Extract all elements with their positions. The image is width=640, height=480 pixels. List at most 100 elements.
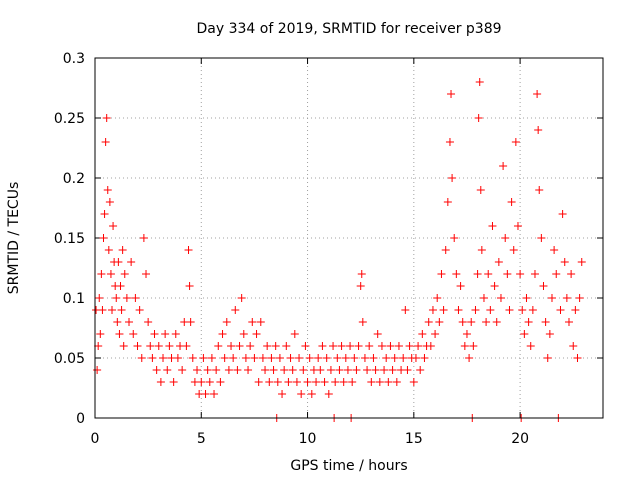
data-point: [258, 354, 267, 362]
data-point: [185, 282, 194, 290]
x-tick-label: 5: [197, 431, 206, 447]
data-point: [169, 378, 178, 386]
x-tick-label: 10: [299, 431, 317, 447]
data-point: [233, 366, 242, 374]
data-point: [448, 174, 457, 182]
data-point: [254, 378, 263, 386]
data-point: [269, 366, 278, 374]
data-point: [314, 354, 323, 362]
data-point: [146, 342, 155, 350]
data-point: [526, 342, 535, 350]
data-point: [94, 342, 103, 350]
data-point: [263, 342, 272, 350]
data-point: [363, 366, 372, 374]
data-point: [428, 306, 437, 314]
data-point: [152, 366, 161, 374]
data-point: [197, 378, 206, 386]
data-point: [103, 186, 112, 194]
data-point: [365, 342, 374, 350]
data-point: [550, 246, 559, 254]
x-tick-label: 0: [91, 431, 100, 447]
data-point: [469, 342, 478, 350]
data-point: [482, 318, 491, 326]
data-point: [524, 318, 533, 326]
data-point: [331, 378, 340, 386]
data-point: [420, 354, 429, 362]
data-point: [150, 330, 159, 338]
data-point: [522, 294, 531, 302]
data-point: [286, 354, 295, 362]
data-point: [411, 354, 420, 362]
data-point: [560, 258, 569, 266]
data-point: [120, 270, 129, 278]
data-point: [564, 318, 573, 326]
data-point: [329, 342, 338, 350]
data-point: [339, 378, 348, 386]
data-point: [229, 354, 238, 362]
data-point: [133, 342, 142, 350]
data-point: [575, 294, 584, 302]
data-point: [316, 366, 325, 374]
data-point: [501, 234, 510, 242]
data-point: [569, 342, 578, 350]
data-point: [535, 186, 544, 194]
data-point: [409, 378, 418, 386]
data-point: [292, 378, 301, 386]
data-point: [375, 378, 384, 386]
y-tick-labels: 0 0.05 0.1 0.15 0.2 0.25 0.3: [54, 51, 85, 427]
data-point: [473, 270, 482, 278]
data-point: [384, 378, 393, 386]
data-point: [350, 354, 359, 362]
data-point: [439, 306, 448, 314]
data-point: [109, 222, 118, 230]
data-point: [390, 354, 399, 362]
data-point: [284, 378, 293, 386]
y-tick-label: 0.25: [54, 111, 85, 127]
data-point: [186, 318, 195, 326]
data-point: [252, 330, 261, 338]
data-point: [534, 126, 543, 134]
data-point: [346, 342, 355, 350]
data-point: [244, 366, 253, 374]
x-tick-label: 15: [405, 431, 423, 447]
data-point: [479, 294, 488, 302]
data-point: [541, 318, 550, 326]
data-point: [499, 162, 508, 170]
data-point: [199, 354, 208, 362]
data-point: [178, 366, 187, 374]
data-point: [267, 354, 276, 362]
data-point: [139, 234, 148, 242]
data-point: [335, 366, 344, 374]
data-point: [509, 246, 518, 254]
data-point: [341, 354, 350, 362]
data-point: [102, 114, 111, 122]
data-point: [290, 330, 299, 338]
x-tick-label: 20: [511, 431, 529, 447]
data-point: [144, 318, 153, 326]
data-point: [433, 294, 442, 302]
data-point: [246, 342, 255, 350]
data-point: [275, 354, 284, 362]
data-point: [250, 354, 259, 362]
data-point: [443, 198, 452, 206]
data-point: [161, 330, 170, 338]
data-point: [127, 258, 136, 266]
data-point: [165, 342, 174, 350]
data-point: [184, 246, 193, 254]
data-point: [392, 378, 401, 386]
data-point: [119, 342, 128, 350]
data-point: [477, 246, 486, 254]
data-point: [462, 330, 471, 338]
data-point: [567, 270, 576, 278]
data-point: [154, 342, 163, 350]
data-point: [239, 330, 248, 338]
data-point: [450, 234, 459, 242]
data-point: [320, 378, 329, 386]
data-point: [271, 342, 280, 350]
data-point: [125, 318, 134, 326]
data-point: [539, 282, 548, 290]
data-point: [241, 354, 250, 362]
data-point: [377, 342, 386, 350]
data-point: [474, 114, 483, 122]
